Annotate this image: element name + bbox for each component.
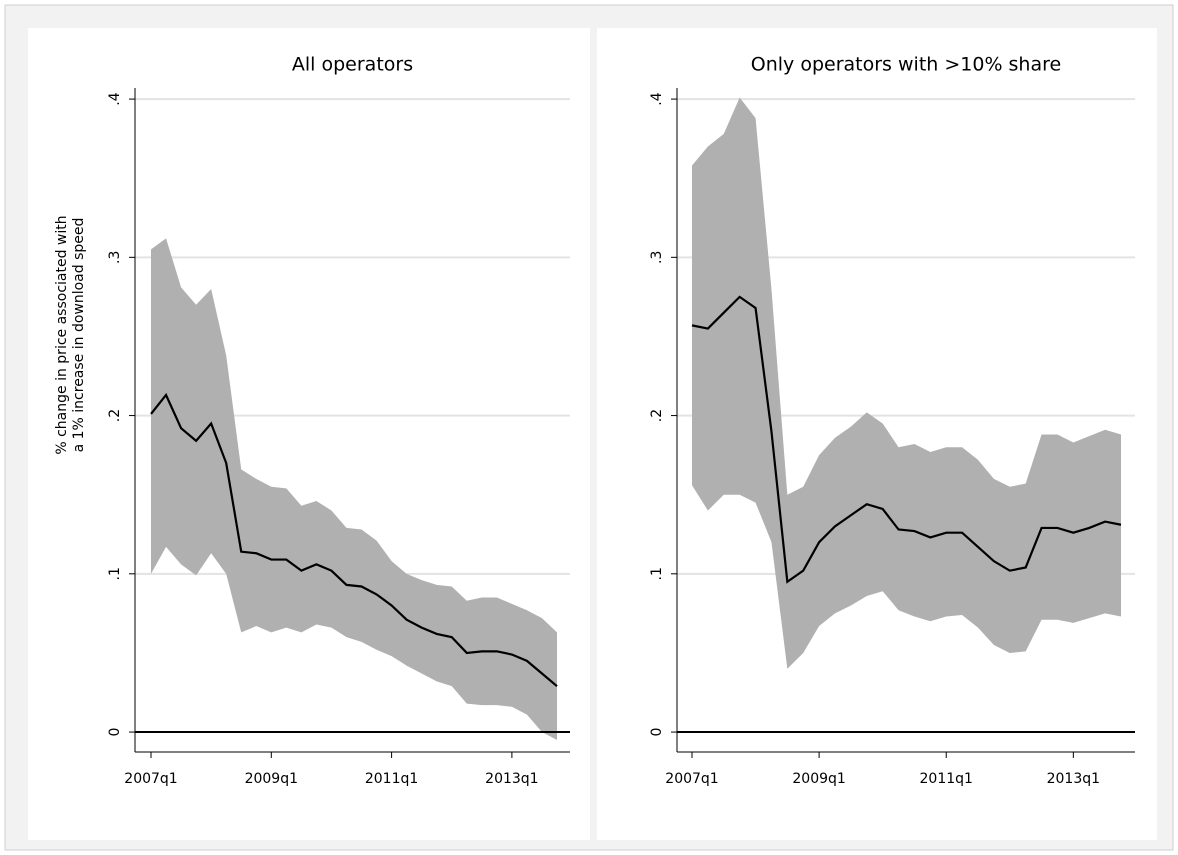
x-tick-label: 2009q1	[792, 771, 845, 787]
x-tick-label: 2011q1	[920, 771, 973, 787]
chart-title: Only operators with >10% share	[751, 54, 1061, 76]
x-tick-label: 2013q1	[1047, 771, 1100, 787]
confidence-band	[151, 238, 557, 740]
x-tick-label: 2011q1	[365, 771, 418, 787]
confidence-band	[692, 97, 1121, 669]
panel-left	[28, 28, 590, 840]
x-tick-label: 2007q1	[124, 771, 177, 787]
y-axis-label: % change in price associated with	[54, 215, 70, 454]
y-tick-label: 0	[107, 728, 123, 737]
y-axis-label: a 1% increase in download speed	[71, 218, 87, 453]
y-tick-label: .2	[649, 409, 665, 422]
y-tick-label: .4	[649, 92, 665, 105]
x-tick-label: 2013q1	[485, 771, 538, 787]
estimate-line	[150, 392, 558, 688]
y-tick-label: .4	[107, 92, 123, 105]
y-tick-label: .2	[107, 409, 123, 422]
x-tick-label: 2007q1	[665, 771, 718, 787]
y-tick-label: .1	[649, 567, 665, 580]
chart-title: All operators	[292, 54, 413, 76]
y-tick-label: .1	[107, 567, 123, 580]
y-tick-label: .3	[107, 251, 123, 264]
x-tick-label: 2009q1	[245, 771, 298, 787]
estimate-line	[691, 295, 1122, 584]
y-tick-label: 0	[649, 728, 665, 737]
y-tick-label: .3	[649, 251, 665, 264]
